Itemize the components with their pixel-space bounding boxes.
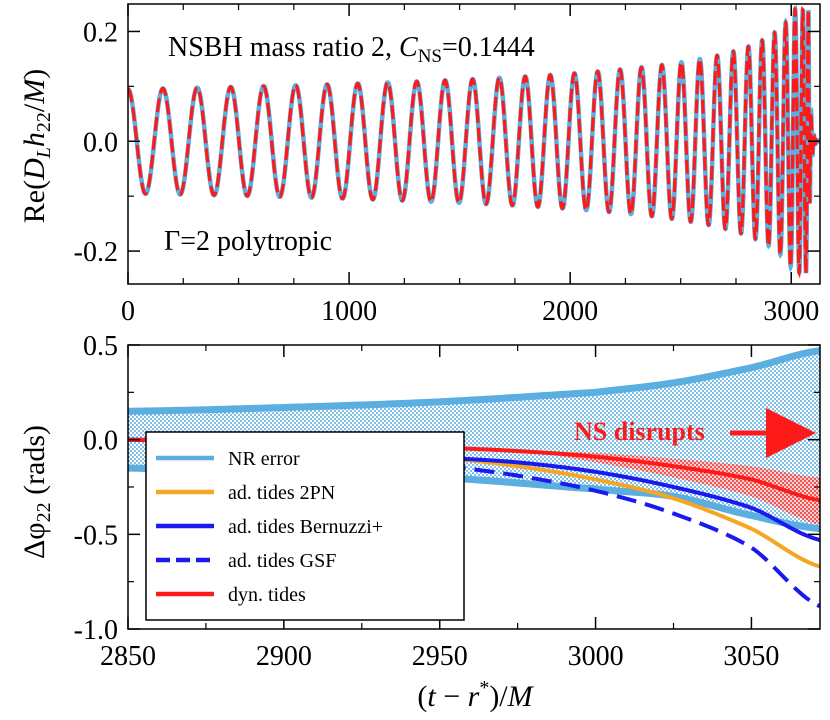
bottom-y-tick-label: 0.5 [83, 331, 118, 362]
top-y-tick-label: 0.0 [83, 127, 118, 158]
bottom-band-upper-nr-error [128, 347, 820, 415]
ns-disrupts-label: NS disrupts [574, 417, 705, 446]
bottom-y-tick-label: -0.5 [74, 520, 118, 551]
bottom-series-ad-tides-gsf [128, 437, 820, 609]
bottom-x-tick-label: 3000 [568, 641, 624, 672]
top-plot-frame [127, 3, 821, 285]
top-series-dyn-tides-model [128, 5, 820, 279]
bottom-panel: 2850 2900 2950 3000 3050 0.5 0.0 -0.5 -1.0 NS di… [18, 331, 821, 713]
bottom-band-dyn-tides [517, 451, 820, 525]
top-axis-ticks: 0 1000 2000 3000 0.2 0.0 -0.2 [74, 4, 820, 327]
bottom-axis-ticks: 2850 2900 2950 3000 3050 0.5 0.0 -0.5 -1.0 [74, 331, 820, 672]
bottom-y-tick-label: -1.0 [74, 615, 118, 646]
bottom-y-tick-label: 0.0 [83, 426, 118, 457]
bottom-band-nr-error [128, 350, 820, 529]
top-x-tick-label: 0 [121, 296, 135, 327]
bottom-x-tick-label: 2850 [100, 641, 156, 672]
ns-disrupts-annotation: NS disrupts [574, 408, 816, 458]
legend-label-nr-error: NR error [228, 448, 300, 470]
top-x-tick-label: 1000 [321, 296, 377, 327]
top-x-tick-label: 3000 [763, 296, 819, 327]
top-annotation-title: NSBH mass ratio 2, CNS=0.1444 [168, 32, 535, 67]
top-plot-area [128, 4, 820, 279]
legend-label-ad-tides-bernuzzi: ad. tides Bernuzzi+ [228, 516, 383, 538]
bottom-y-axis-label: Δφ22 (rads) [18, 425, 55, 559]
bottom-x-tick-label: 2900 [256, 641, 312, 672]
bottom-x-axis-label: (t − r*)/M [417, 677, 534, 713]
legend: NR error ad. tides 2PN ad. tides Bernuzzi+… [145, 431, 465, 621]
legend-label-dyn-tides: dyn. tides [228, 584, 306, 606]
bottom-x-tick-label: 3050 [723, 641, 779, 672]
top-panel: 0 1000 2000 3000 0.2 0.0 -0.2 NSBH mass ratio … [18, 3, 821, 327]
legend-label-ad-tides-2pn: ad. tides 2PN [228, 482, 335, 504]
bottom-x-tick-label: 2950 [412, 641, 468, 672]
top-x-tick-label: 2000 [542, 296, 598, 327]
top-y-axis-label: Re(DLh22/M) [18, 69, 55, 223]
legend-label-ad-tides-gsf: ad. tides GSF [228, 550, 336, 572]
top-y-tick-label: -0.2 [74, 237, 118, 268]
top-annotation-eos: Γ=2 polytropic [164, 226, 332, 257]
top-y-tick-label: 0.2 [83, 17, 118, 48]
